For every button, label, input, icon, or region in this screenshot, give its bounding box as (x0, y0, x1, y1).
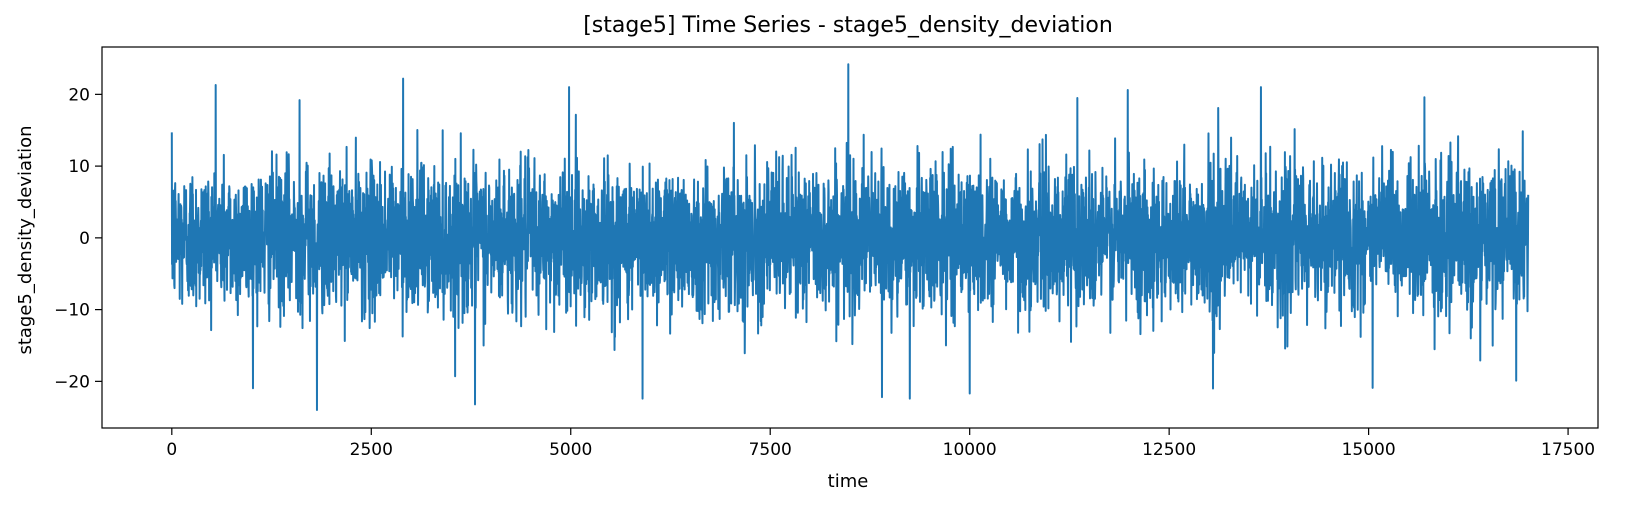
y-tick-label: 10 (68, 157, 90, 177)
x-tick-label: 5000 (549, 440, 592, 460)
chart-title: [stage5] Time Series - stage5_density_de… (583, 13, 1113, 38)
y-axis: −20 −10 0 10 20 (54, 85, 102, 392)
plot-area (101, 46, 1599, 429)
y-tick-label: 20 (68, 85, 90, 105)
x-tick-label: 0 (166, 440, 177, 460)
x-axis-label: time (828, 471, 869, 492)
x-tick-label: 2500 (350, 440, 393, 460)
x-axis: 0 2500 5000 7500 10000 12500 15000 17500 (166, 428, 1595, 460)
y-axis-label: stage5_density_deviation (15, 125, 36, 354)
x-tick-label: 7500 (749, 440, 792, 460)
y-tick-label: −10 (54, 301, 90, 321)
x-tick-label: 17500 (1541, 440, 1595, 460)
x-tick-label: 12500 (1142, 440, 1196, 460)
y-tick-label: 0 (79, 229, 90, 249)
x-tick-label: 15000 (1342, 440, 1396, 460)
x-tick-label: 10000 (943, 440, 997, 460)
series-line-stage5-density-deviation (170, 63, 1530, 412)
y-tick-label: −20 (54, 372, 90, 392)
